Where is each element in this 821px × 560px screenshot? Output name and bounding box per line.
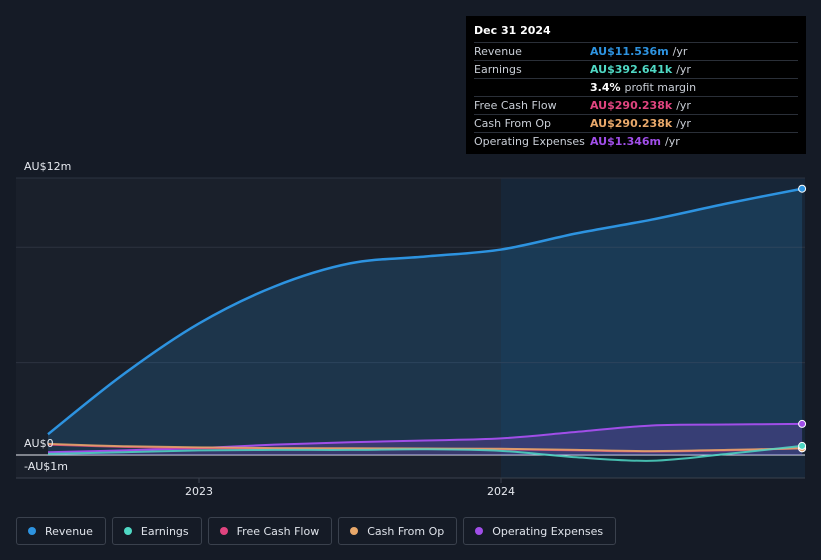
operating-expenses-endpoint[interactable] — [798, 419, 807, 428]
tooltip-label: Earnings — [474, 63, 522, 76]
tooltip-unit: /yr — [676, 117, 691, 130]
revenue-endpoint[interactable] — [798, 184, 807, 193]
tooltip-value: AU$290.238k — [590, 117, 673, 130]
data-tooltip: Dec 31 2024 Revenue AU$11.536m/yr Earnings… — [466, 16, 806, 154]
tooltip-row: Revenue AU$11.536m/yr — [474, 42, 798, 60]
legend-item-free-cash-flow[interactable]: Free Cash Flow — [207, 517, 333, 545]
tooltip-value: AU$392.641k — [590, 63, 673, 76]
tooltip-value: AU$1.346m — [590, 135, 662, 148]
legend-item-operating-expenses[interactable]: Operating Expenses — [463, 517, 617, 545]
tooltip-row: Free Cash Flow AU$290.238k/yr — [474, 96, 798, 114]
tooltip-label: Revenue — [474, 45, 522, 58]
y-axis-top-label: AU$12m — [24, 160, 71, 173]
legend-dot-icon — [350, 527, 359, 535]
legend-item-revenue[interactable]: Revenue — [16, 517, 106, 545]
tooltip-unit: /yr — [665, 135, 680, 148]
tooltip-date: Dec 31 2024 — [474, 24, 551, 37]
tooltip-value: 3.4% — [590, 81, 621, 94]
legend-label: Operating Expenses — [492, 524, 604, 538]
tooltip-row: 3.4% profit margin — [474, 78, 798, 96]
tooltip-row: Cash From Op AU$290.238k/yr — [474, 114, 798, 132]
legend-item-cash-from-op[interactable]: Cash From Op — [338, 517, 458, 545]
series-lines — [47, 187, 803, 462]
tooltip-row: Earnings AU$392.641k/yr — [474, 60, 798, 78]
tooltip-unit: /yr — [676, 63, 691, 76]
x-tick-label: 2024 — [487, 485, 515, 498]
legend-label: Cash From Op — [367, 524, 445, 538]
operating-expenses-line — [47, 422, 803, 454]
highlight-region — [501, 178, 805, 478]
legend-label: Earnings — [140, 524, 189, 538]
legend-dot-icon — [475, 527, 484, 535]
tooltip-unit: profit margin — [624, 81, 697, 94]
revenue-area — [48, 188, 803, 455]
legend-dot-icon — [219, 527, 228, 535]
tooltip-unit: /yr — [672, 45, 688, 58]
tooltip-value: AU$11.536m — [590, 45, 669, 58]
tooltip-row: Operating Expenses AU$1.346m/yr — [474, 132, 798, 150]
tooltip-label: Operating Expenses — [474, 135, 585, 148]
tooltip-label: Cash From Op — [474, 117, 552, 130]
chart-legend: Revenue Earnings Free Cash Flow Cash From O… — [16, 517, 617, 545]
tooltip-unit: /yr — [676, 99, 691, 112]
gridlines — [16, 177, 805, 479]
x-axis-ticks: 2023 2024 — [185, 478, 515, 498]
y-axis-zero-label: AU$0 — [24, 437, 54, 450]
x-tick-label: 2023 — [185, 485, 213, 498]
tooltip-rows: Revenue AU$11.536m/yr Earnings AU$392.641k /… — [474, 42, 798, 150]
series-endpoints — [798, 184, 807, 453]
earnings-endpoint[interactable] — [798, 441, 807, 450]
legend-dot-icon — [123, 527, 132, 535]
tooltip-label: Free Cash Flow — [474, 99, 557, 112]
legend-label: Revenue — [45, 524, 93, 538]
legend-dot-icon — [28, 527, 36, 535]
earnings-line — [47, 444, 803, 462]
y-axis-bottom-label: -AU$1m — [24, 460, 68, 473]
legend-label: Free Cash Flow — [236, 524, 320, 538]
tooltip-value: AU$290.238k — [590, 99, 673, 112]
legend-item-earnings[interactable]: Earnings — [111, 517, 202, 545]
revenue-line — [47, 187, 803, 436]
